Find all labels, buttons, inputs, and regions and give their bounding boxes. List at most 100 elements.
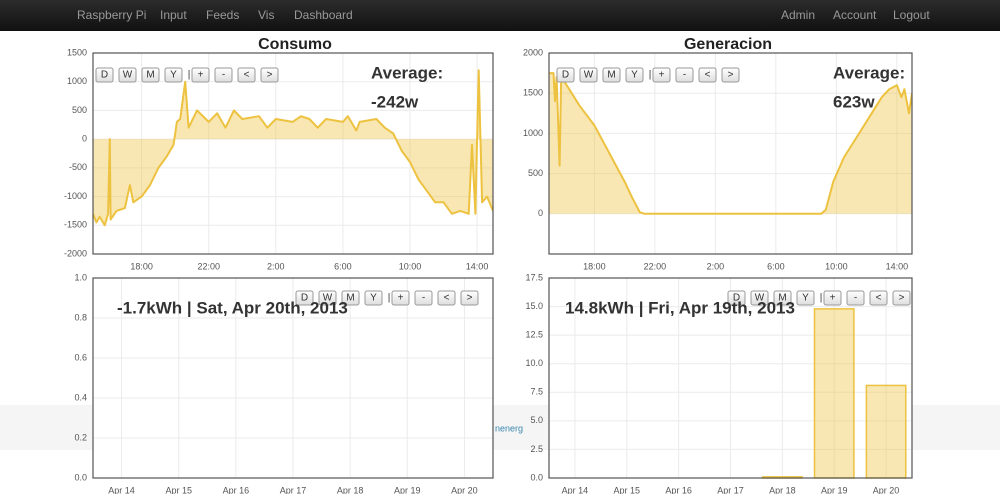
button-label[interactable]: > <box>267 70 273 81</box>
button[interactable] <box>460 290 479 306</box>
button-label[interactable]: M <box>778 293 786 304</box>
x-tick-label: 14:00 <box>466 261 489 271</box>
x-tick-label: Apr 15 <box>614 485 641 494</box>
button[interactable] <box>237 67 256 83</box>
button-label[interactable]: M <box>607 70 615 81</box>
button-label[interactable]: < <box>876 293 882 304</box>
x-tick-label: Apr 17 <box>280 485 307 494</box>
button[interactable] <box>295 290 314 306</box>
nav-link[interactable]: Admin <box>781 8 815 22</box>
button[interactable] <box>191 67 210 83</box>
x-tick-label: 6:00 <box>767 261 785 271</box>
chart-title: Consumo <box>258 36 332 53</box>
button-separator: | <box>820 293 823 304</box>
button-label[interactable]: M <box>346 293 354 304</box>
button[interactable] <box>391 290 410 306</box>
button[interactable] <box>750 290 769 306</box>
nav-link[interactable]: Account <box>833 8 877 22</box>
x-tick-label: Apr 18 <box>337 485 364 494</box>
button[interactable] <box>773 290 792 306</box>
nav-link[interactable]: Feeds <box>206 8 239 22</box>
x-tick-label: 10:00 <box>399 261 422 271</box>
button[interactable] <box>556 67 575 83</box>
button-label[interactable]: < <box>244 70 250 81</box>
button[interactable] <box>437 290 456 306</box>
button-label[interactable]: D <box>733 293 740 304</box>
y-tick-label: 0.8 <box>74 312 87 322</box>
button-label[interactable]: - <box>222 70 225 81</box>
button-label[interactable]: W <box>584 70 594 81</box>
x-tick-label: Apr 18 <box>769 485 796 494</box>
button-label[interactable]: < <box>444 293 450 304</box>
button[interactable] <box>796 290 815 306</box>
button-label[interactable]: > <box>467 293 473 304</box>
x-tick-label: 14:00 <box>886 261 909 271</box>
button-label[interactable]: > <box>728 70 734 81</box>
button-label[interactable]: W <box>755 293 765 304</box>
button-label[interactable]: + <box>830 293 836 304</box>
button-label[interactable]: Y <box>802 293 809 304</box>
bar <box>813 308 855 479</box>
button[interactable] <box>164 67 183 83</box>
button[interactable] <box>260 67 279 83</box>
button-label[interactable]: Y <box>170 70 177 81</box>
y-tick-label: 0 <box>538 208 543 218</box>
y-tick-label: 2.5 <box>530 444 543 454</box>
button-label[interactable]: W <box>123 70 133 81</box>
button[interactable] <box>721 67 740 83</box>
button-label[interactable]: - <box>683 70 686 81</box>
nav-link[interactable]: Logout <box>893 8 930 22</box>
y-tick-label: 17.5 <box>525 272 543 282</box>
button-label[interactable]: D <box>301 293 308 304</box>
bar <box>865 384 907 479</box>
button[interactable] <box>652 67 671 83</box>
nav-link[interactable]: Dashboard <box>294 8 353 22</box>
button-label[interactable]: M <box>146 70 154 81</box>
button[interactable] <box>118 67 137 83</box>
button[interactable] <box>364 290 383 306</box>
button-label[interactable]: D <box>101 70 108 81</box>
y-tick-label: -1500 <box>64 220 87 230</box>
y-tick-label: 15.0 <box>525 301 543 311</box>
button-label[interactable]: > <box>899 293 905 304</box>
nav-link[interactable]: Vis <box>258 8 274 22</box>
button-label[interactable]: W <box>323 293 333 304</box>
button[interactable] <box>141 67 160 83</box>
button-label[interactable]: Y <box>631 70 638 81</box>
button[interactable] <box>727 290 746 306</box>
y-tick-label: -500 <box>69 162 87 172</box>
button[interactable] <box>846 290 865 306</box>
button[interactable] <box>675 67 694 83</box>
button[interactable] <box>318 290 337 306</box>
button[interactable] <box>214 67 233 83</box>
nav-link[interactable]: Raspberry Pi <box>77 8 146 22</box>
y-tick-label: 1500 <box>523 88 543 98</box>
annotation: 14.8kWh | Fri, Apr 19th, 2013 <box>565 298 795 317</box>
y-tick-label: 0.0 <box>74 472 87 482</box>
button[interactable] <box>892 290 911 306</box>
button[interactable] <box>625 67 644 83</box>
button[interactable] <box>341 290 360 306</box>
button-label[interactable]: - <box>854 293 857 304</box>
button[interactable] <box>414 290 433 306</box>
button-label[interactable]: Y <box>370 293 377 304</box>
button-label[interactable]: + <box>398 293 404 304</box>
button-label[interactable]: < <box>705 70 711 81</box>
y-tick-label: 500 <box>528 168 543 178</box>
button-label[interactable]: - <box>422 293 425 304</box>
button[interactable] <box>869 290 888 306</box>
button-label[interactable]: + <box>659 70 665 81</box>
button[interactable] <box>95 67 114 83</box>
button[interactable] <box>579 67 598 83</box>
button[interactable] <box>823 290 842 306</box>
y-tick-label: 0.6 <box>74 352 87 362</box>
button-label[interactable]: + <box>198 70 204 81</box>
button[interactable] <box>602 67 621 83</box>
x-tick-label: 6:00 <box>334 261 352 271</box>
nav-link[interactable]: Input <box>160 8 187 22</box>
button[interactable] <box>698 67 717 83</box>
button-label[interactable]: D <box>562 70 569 81</box>
annotation: 623w <box>833 92 875 111</box>
y-tick-label: 0.0 <box>530 472 543 482</box>
annotation: Average: <box>371 63 443 82</box>
